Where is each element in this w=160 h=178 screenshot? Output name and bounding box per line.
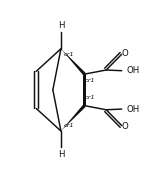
Polygon shape bbox=[83, 74, 86, 106]
Text: or1: or1 bbox=[85, 95, 96, 100]
Text: OH: OH bbox=[126, 66, 139, 75]
Text: H: H bbox=[58, 21, 64, 30]
Polygon shape bbox=[61, 104, 86, 131]
Text: or1: or1 bbox=[64, 123, 75, 128]
Text: O: O bbox=[121, 49, 128, 58]
Text: OH: OH bbox=[126, 105, 139, 114]
Text: or1: or1 bbox=[85, 78, 96, 83]
Polygon shape bbox=[61, 49, 86, 75]
Text: H: H bbox=[58, 150, 64, 159]
Text: O: O bbox=[121, 122, 128, 131]
Text: or1: or1 bbox=[64, 52, 75, 57]
